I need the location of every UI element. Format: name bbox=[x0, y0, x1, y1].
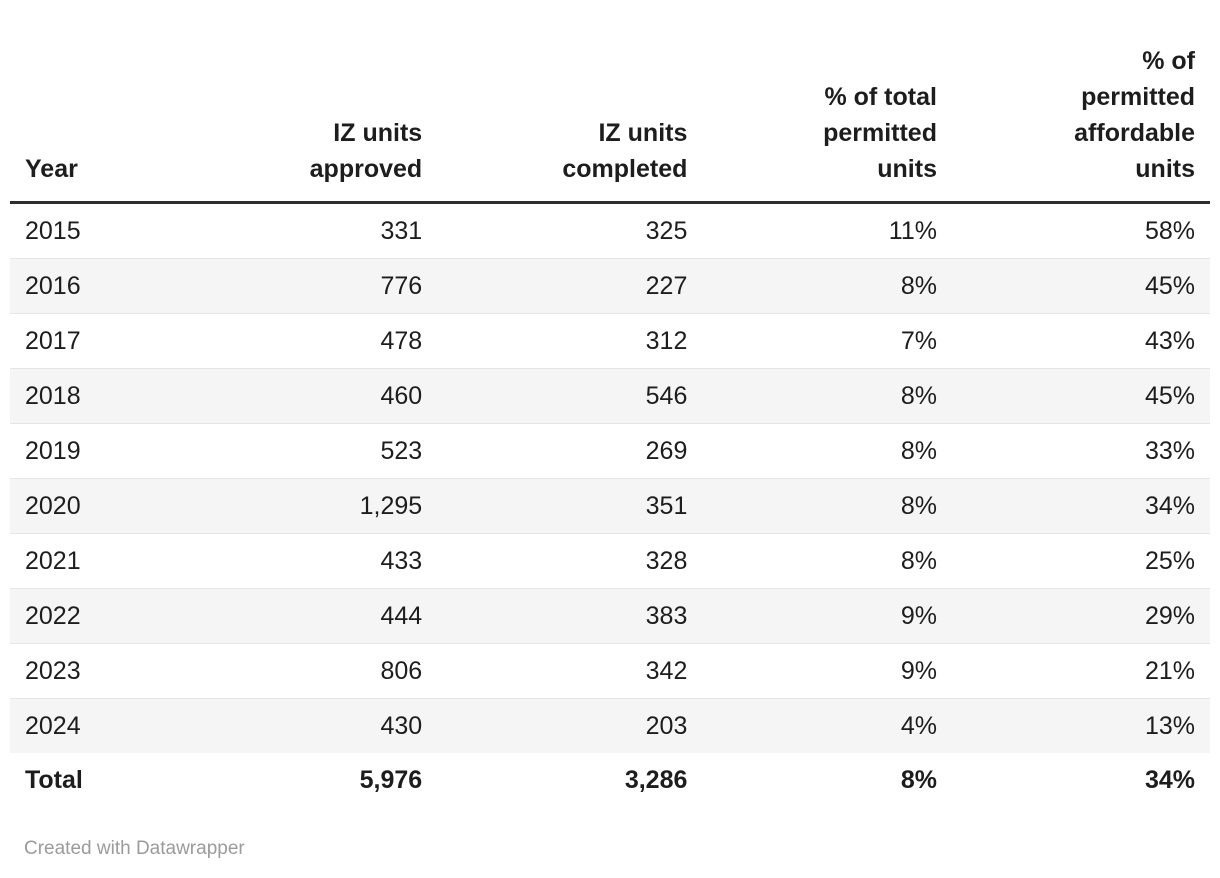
cell-pct-permitted: 8% bbox=[702, 423, 952, 479]
cell-year: 2016 bbox=[10, 258, 171, 314]
table-row: 2015 331 325 11% 58% bbox=[10, 203, 1210, 259]
table-header: Year IZ units approved IZ units complete… bbox=[10, 30, 1210, 204]
cell-total-approved: 5,976 bbox=[170, 753, 438, 807]
cell-total-pct-affordable: 34% bbox=[951, 753, 1210, 807]
cell-year: 2017 bbox=[10, 313, 171, 369]
cell-pct-affordable: 58% bbox=[1144, 217, 1195, 245]
cell-completed: 328 bbox=[437, 533, 703, 589]
table-row: 2023 806 342 9% 21% bbox=[10, 643, 1210, 699]
cell-approved: 523 bbox=[170, 423, 438, 479]
cell-approved: 430 bbox=[170, 698, 438, 753]
cell-pct-permitted: 9% bbox=[702, 643, 952, 699]
cell-approved: 433 bbox=[170, 533, 438, 589]
datawrapper-credit-link[interactable]: Created with Datawrapper bbox=[24, 838, 245, 859]
cell-pct-affordable: 34% bbox=[951, 478, 1210, 534]
cell-pct-affordable: 29% bbox=[951, 588, 1210, 644]
table-total: Total 5,976 3,286 8% 34% bbox=[10, 753, 1210, 807]
cell-year: 2021 bbox=[10, 533, 171, 589]
cell-total-pct-permitted: 8% bbox=[702, 753, 952, 807]
cell-approved: 460 bbox=[170, 368, 438, 424]
cell-completed: 203 bbox=[437, 698, 703, 753]
table-row: 2017 478 312 7% 43% bbox=[10, 313, 1210, 369]
cell-year: 2018 bbox=[10, 368, 171, 424]
cell-year: 2019 bbox=[10, 423, 171, 479]
cell-pct-affordable: 25% bbox=[951, 533, 1210, 589]
header-row: Year IZ units approved IZ units complete… bbox=[10, 30, 1210, 204]
cell-approved: 806 bbox=[170, 643, 438, 699]
cell-completed: 227 bbox=[437, 258, 703, 314]
table-row: 2024 430 203 4% 13% bbox=[10, 698, 1210, 753]
column-header-pct-total-permitted-units: % of total permitted units bbox=[702, 30, 952, 204]
cell-completed: 269 bbox=[437, 423, 703, 479]
cell-pct-affordable: 13% bbox=[951, 698, 1210, 753]
cell-year: 2020 bbox=[10, 478, 171, 534]
cell-approved: 1,295 bbox=[170, 478, 438, 534]
column-header-year: Year bbox=[10, 30, 171, 204]
table-row: 2021 433 328 8% 25% bbox=[10, 533, 1210, 589]
column-header-iz-units-approved: IZ units approved bbox=[170, 30, 438, 204]
cell-pct-permitted: 7% bbox=[702, 313, 952, 369]
cell-year: 2022 bbox=[10, 588, 171, 644]
cell-completed: 546 bbox=[437, 368, 703, 424]
cell-completed: 325 bbox=[645, 217, 688, 245]
cell-year: 2024 bbox=[10, 698, 171, 753]
column-header-iz-units-completed: IZ units completed bbox=[437, 30, 703, 204]
cell-pct-permitted: 8% bbox=[702, 368, 952, 424]
cell-approved: 776 bbox=[170, 258, 438, 314]
table-body: 2015 331 325 11% 58% 2016 776 227 8% 45% 2017 478 31… bbox=[10, 203, 1210, 753]
cell-approved: 331 bbox=[380, 217, 423, 245]
table-row: 2018 460 546 8% 45% bbox=[10, 368, 1210, 424]
table-row: 2020 1,295 351 8% 34% bbox=[10, 478, 1210, 534]
cell-pct-affordable: 21% bbox=[951, 643, 1210, 699]
cell-pct-permitted: 4% bbox=[702, 698, 952, 753]
cell-approved: 478 bbox=[170, 313, 438, 369]
table-row: 2019 523 269 8% 33% bbox=[10, 423, 1210, 479]
cell-pct-affordable: 33% bbox=[951, 423, 1210, 479]
cell-completed: 342 bbox=[437, 643, 703, 699]
cell-pct-affordable: 45% bbox=[951, 258, 1210, 314]
cell-total-completed: 3,286 bbox=[437, 753, 703, 807]
cell-completed: 383 bbox=[437, 588, 703, 644]
table-row: 2022 444 383 9% 29% bbox=[10, 588, 1210, 644]
cell-total-label: Total bbox=[10, 753, 171, 807]
cell-pct-permitted: 8% bbox=[702, 258, 952, 314]
cell-pct-permitted: 8% bbox=[702, 533, 952, 589]
cell-year: 2023 bbox=[10, 643, 171, 699]
cell-pct-permitted: 9% bbox=[702, 588, 952, 644]
total-row: Total 5,976 3,286 8% 34% bbox=[10, 753, 1210, 807]
cell-pct-permitted: 11% bbox=[888, 217, 937, 245]
cell-completed: 312 bbox=[437, 313, 703, 369]
cell-pct-permitted: 8% bbox=[702, 478, 952, 534]
cell-year: 2015 bbox=[25, 217, 81, 245]
column-header-pct-permitted-affordable-units: % of permitted affordable units bbox=[951, 30, 1210, 204]
cell-pct-affordable: 45% bbox=[951, 368, 1210, 424]
cell-approved: 444 bbox=[170, 588, 438, 644]
cell-pct-affordable: 43% bbox=[951, 313, 1210, 369]
cell-completed: 351 bbox=[437, 478, 703, 534]
data-table: Year IZ units approved IZ units complete… bbox=[10, 30, 1210, 807]
table-row: 2016 776 227 8% 45% bbox=[10, 258, 1210, 314]
